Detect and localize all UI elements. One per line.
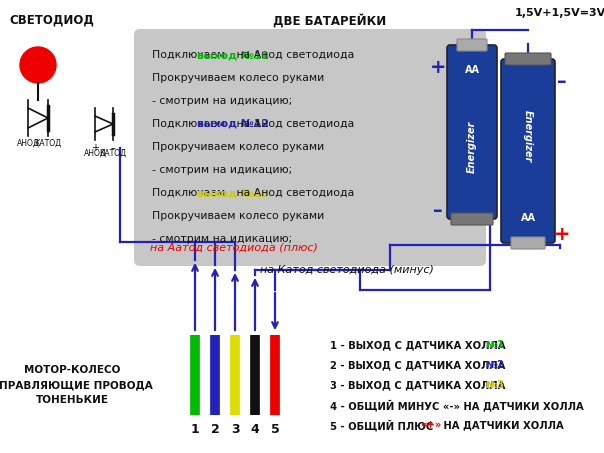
Text: АНОД: АНОД (83, 149, 106, 158)
FancyBboxPatch shape (447, 45, 497, 219)
Text: +: + (430, 58, 446, 77)
Text: 5 - ОБЩИЙ ПЛЮС: 5 - ОБЩИЙ ПЛЮС (330, 420, 437, 432)
Text: 2: 2 (211, 423, 219, 436)
Text: №2: №2 (486, 360, 505, 370)
Text: на Анод светодиода: на Анод светодиода (233, 119, 355, 129)
Text: НА ДАТЧИКИ ХОЛЛА: НА ДАТЧИКИ ХОЛЛА (440, 420, 564, 430)
Text: 2 - ВЫХОД С ДАТЧИКА ХОЛЛА: 2 - ВЫХОД С ДАТЧИКА ХОЛЛА (330, 360, 509, 370)
Text: 3: 3 (231, 423, 239, 436)
Text: –: – (433, 202, 443, 221)
Text: выход №11: выход №11 (197, 50, 269, 60)
Text: 1: 1 (191, 423, 199, 436)
Text: –: – (557, 72, 567, 91)
Text: Energizer: Energizer (467, 121, 477, 173)
FancyBboxPatch shape (457, 39, 487, 51)
FancyBboxPatch shape (134, 29, 486, 266)
Text: 4 - ОБЩИЙ МИНУС «-» НА ДАТЧИКИ ХОЛЛА: 4 - ОБЩИЙ МИНУС «-» НА ДАТЧИКИ ХОЛЛА (330, 400, 583, 412)
Text: 4: 4 (251, 423, 259, 436)
Text: на Анод светодиода: на Анод светодиода (233, 50, 355, 60)
Text: 1,5V+1,5V=3V: 1,5V+1,5V=3V (515, 8, 604, 18)
FancyBboxPatch shape (511, 237, 545, 249)
Text: №3: №3 (486, 380, 505, 390)
Text: +: + (554, 226, 570, 245)
FancyBboxPatch shape (451, 213, 493, 225)
FancyBboxPatch shape (501, 59, 555, 243)
Text: –: – (111, 143, 115, 153)
Text: 1 - ВЫХОД С ДАТЧИКА ХОЛЛА: 1 - ВЫХОД С ДАТЧИКА ХОЛЛА (330, 340, 509, 350)
Text: Прокручиваем колесо руками: Прокручиваем колесо руками (152, 211, 324, 221)
Text: МОТОР-КОЛЕСО
УПРАВЛЯЮЩИЕ ПРОВОДА
ТОНЕНЬКИЕ: МОТОР-КОЛЕСО УПРАВЛЯЮЩИЕ ПРОВОДА ТОНЕНЬК… (0, 365, 153, 405)
Text: Energizer: Energizer (523, 110, 533, 162)
Text: «+»: «+» (420, 420, 442, 430)
Text: Прокручиваем колесо руками: Прокручиваем колесо руками (152, 142, 324, 152)
Text: КАТОД: КАТОД (100, 149, 127, 158)
Text: +: + (91, 143, 99, 153)
Text: СВЕТОДИОД: СВЕТОДИОД (10, 14, 94, 27)
Text: №1: №1 (486, 340, 505, 350)
Text: Подключаем: Подключаем (152, 50, 229, 60)
Text: - смотрим на идикацию;: - смотрим на идикацию; (152, 234, 292, 244)
Text: Подключаем: Подключаем (152, 119, 229, 129)
Text: 3 - ВЫХОД С ДАТЧИКА ХОЛЛА: 3 - ВЫХОД С ДАТЧИКА ХОЛЛА (330, 380, 509, 390)
Text: КАТОД: КАТОД (34, 139, 62, 148)
Text: Подключаем: Подключаем (152, 188, 229, 198)
Text: ДВЕ БАТАРЕЙКИ: ДВЕ БАТАРЕЙКИ (274, 14, 387, 28)
Text: AA: AA (464, 65, 480, 75)
Text: выход №13: выход №13 (197, 188, 269, 198)
Text: на Аатод светодиода (плюс): на Аатод светодиода (плюс) (150, 243, 318, 253)
Text: - смотрим на идикацию;: - смотрим на идикацию; (152, 165, 292, 175)
Text: выход №12: выход №12 (197, 119, 269, 129)
Text: на Катод светодиода (минус): на Катод светодиода (минус) (260, 265, 434, 275)
Text: Прокручиваем колесо руками: Прокручиваем колесо руками (152, 73, 324, 83)
Text: на Анод светодиода: на Анод светодиода (233, 188, 355, 198)
Text: - смотрим на идикацию;: - смотрим на идикацию; (152, 96, 292, 106)
Text: 5: 5 (271, 423, 280, 436)
Text: AA: AA (521, 213, 536, 223)
FancyBboxPatch shape (505, 53, 551, 65)
Circle shape (20, 47, 56, 83)
Text: АНОД: АНОД (16, 139, 39, 148)
